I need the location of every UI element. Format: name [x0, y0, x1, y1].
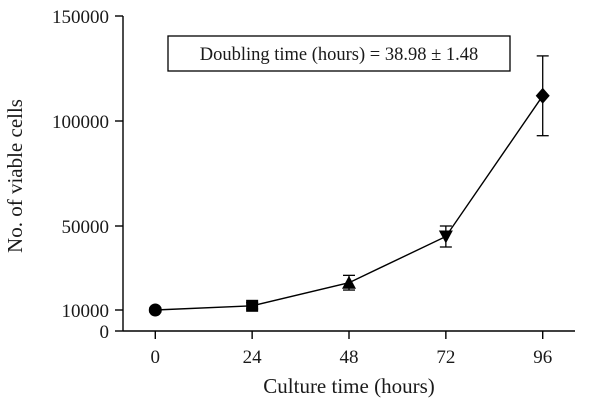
x-tick-label: 48 — [340, 347, 359, 368]
data-point-triangle-up — [342, 275, 356, 289]
annotation-box: Doubling time (hours) = 38.98 ± 1.48 — [167, 35, 511, 72]
y-tick-label: 50000 — [62, 217, 110, 238]
data-point-triangle-down — [438, 230, 453, 244]
y-tick-label: 100000 — [52, 112, 109, 133]
x-axis-ticks: 0 24 48 72 96 — [151, 331, 552, 368]
x-tick-label: 72 — [436, 347, 455, 368]
series-layer — [148, 55, 550, 317]
x-tick-label: 96 — [533, 347, 552, 368]
x-axis-title: Culture time (hours) — [263, 374, 434, 398]
y-axis-title: No. of viable cells — [3, 99, 27, 253]
annotation-text: Doubling time (hours) = 38.98 ± 1.48 — [200, 45, 479, 65]
data-point-diamond — [535, 87, 550, 104]
y-tick-label: 10000 — [62, 301, 110, 322]
data-point-square — [246, 299, 259, 312]
x-tick-label: 24 — [243, 347, 263, 368]
y-tick-label: 150000 — [52, 7, 109, 28]
y-tick-label: 0 — [100, 322, 110, 343]
annotation-frame — [167, 35, 511, 72]
x-tick-label: 0 — [151, 347, 161, 368]
data-point-circle — [148, 303, 162, 317]
